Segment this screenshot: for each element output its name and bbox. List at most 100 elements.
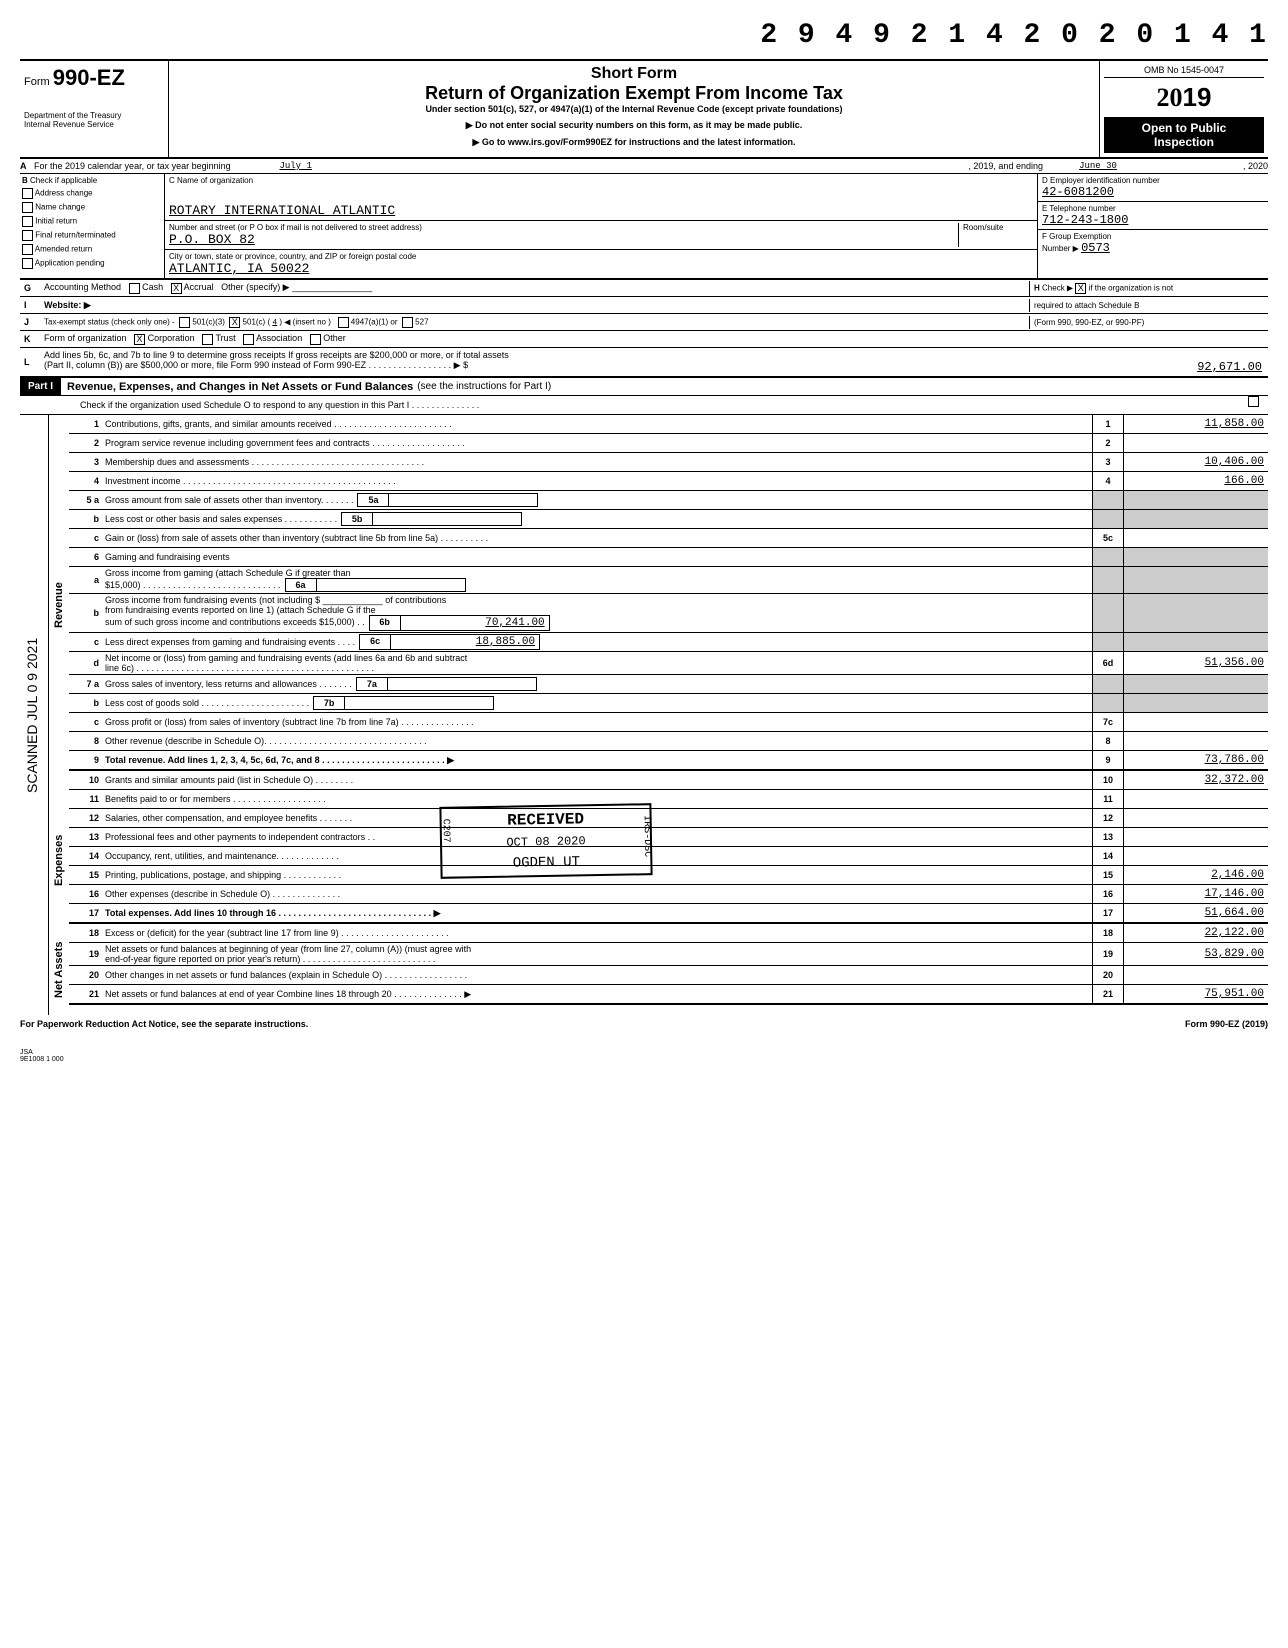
line-g-h: G Accounting Method Cash Accrual Other (… — [20, 280, 1268, 297]
line-21-val: 75,951.00 — [1123, 985, 1268, 1003]
checkbox-amended-return[interactable] — [22, 244, 33, 255]
line-6a-desc1: Gross income from gaming (attach Schedul… — [105, 568, 1092, 578]
street-address: P.O. BOX 82 — [169, 232, 958, 247]
label-f: F Group Exemption — [1042, 232, 1264, 241]
omb-number: OMB No 1545-0047 — [1104, 65, 1264, 78]
line-20-val — [1123, 966, 1268, 984]
line-j: J Tax-exempt status (check only one) - 5… — [20, 314, 1268, 331]
checkbox-501c3[interactable] — [179, 317, 190, 328]
city-label: City or town, state or province, country… — [169, 252, 1033, 261]
line-l-text2: (Part II, column (B)) are $500,000 or mo… — [44, 360, 468, 374]
check-label: Amended return — [35, 245, 92, 254]
line-18-val: 22,122.00 — [1123, 924, 1268, 942]
line-5a-val — [389, 494, 537, 506]
stamp-date: OCT 08 2020 — [446, 833, 646, 850]
line-6-desc: Gaming and fundraising events — [105, 548, 1092, 566]
opt-corp: Corporation — [148, 333, 195, 343]
line-g-text: Accounting Method — [44, 282, 121, 292]
part-1-title: Revenue, Expenses, and Changes in Net As… — [61, 381, 413, 393]
line-1-val: 11,858.00 — [1123, 415, 1268, 433]
part-1-check-text: Check if the organization used Schedule … — [80, 396, 1248, 414]
line-17-val: 51,664.00 — [1123, 904, 1268, 922]
room-suite-label: Room/suite — [958, 223, 1033, 247]
checkbox-association[interactable] — [243, 334, 254, 345]
open-public-1: Open to Public — [1108, 121, 1260, 135]
received-stamp: RECEIVED OCT 08 2020 OGDEN UT C207 IRS-D… — [439, 803, 652, 879]
section-net-assets: Net Assets — [48, 925, 69, 1015]
line-20-desc: Other changes in net assets or fund bala… — [105, 966, 1092, 984]
city-state-zip: ATLANTIC, IA 50022 — [169, 261, 1033, 276]
form-prefix: Form — [24, 76, 50, 88]
line-6b-desc3: from fundraising events reported on line… — [105, 605, 1092, 615]
checkbox-name-change[interactable] — [22, 202, 33, 213]
checkbox-527[interactable] — [402, 317, 413, 328]
line-7b-desc: Less cost of goods sold . . . . . . . . … — [105, 698, 309, 708]
line-5b-desc: Less cost or other basis and sales expen… — [105, 514, 337, 524]
line-14-val — [1123, 847, 1268, 865]
label-h: H — [1034, 283, 1040, 292]
line-2-desc: Program service revenue including govern… — [105, 434, 1092, 452]
row-a: A For the 2019 calendar year, or tax yea… — [20, 159, 1268, 174]
stamp-received: RECEIVED — [445, 809, 645, 830]
part-1-header: Part I Revenue, Expenses, and Changes in… — [20, 378, 1268, 396]
checkbox-corporation[interactable] — [134, 334, 145, 345]
line-7a-val — [388, 678, 536, 690]
col-c-org-info: C Name of organization ROTARY INTERNATIO… — [165, 174, 1037, 278]
line-19-desc1: Net assets or fund balances at beginning… — [105, 944, 1092, 954]
row-a-mid: , 2019, and ending — [356, 161, 1043, 171]
line-12-val — [1123, 809, 1268, 827]
label-l: L — [20, 357, 44, 367]
line-1-desc: Contributions, gifts, grants, and simila… — [105, 415, 1092, 433]
checkbox-initial-return[interactable] — [22, 216, 33, 227]
line-l: L Add lines 5b, 6c, and 7b to line 9 to … — [20, 348, 1268, 378]
footer: For Paperwork Reduction Act Notice, see … — [20, 1019, 1268, 1029]
line-5c-val — [1123, 529, 1268, 547]
section-revenue: Revenue — [48, 415, 69, 795]
line-7a-desc: Gross sales of inventory, less returns a… — [105, 679, 352, 689]
check-label: Application pending — [35, 259, 105, 268]
line-5a-desc: Gross amount from sale of assets other t… — [105, 495, 353, 505]
col-b-heading: Check if applicable — [30, 176, 97, 185]
part-1-subtitle: (see the instructions for Part I) — [413, 381, 551, 392]
opt-4947: 4947(a)(1) or — [351, 317, 398, 326]
opt-527: 527 — [415, 317, 428, 326]
part-1-label: Part I — [20, 378, 61, 395]
checkbox-501c[interactable] — [229, 317, 240, 328]
body-area: SCANNED JUL 0 9 2021 Revenue Expenses Ne… — [20, 415, 1268, 1015]
opt-501c: 501(c) ( — [243, 317, 271, 326]
line-18-desc: Excess or (deficit) for the year (subtra… — [105, 924, 1092, 942]
stamp-side-code: C207 — [440, 819, 451, 843]
line-8-val — [1123, 732, 1268, 750]
opt-trust: Trust — [215, 333, 235, 343]
line-3-desc: Membership dues and assessments . . . . … — [105, 453, 1092, 471]
check-label: Name change — [35, 203, 85, 212]
line-8-desc: Other revenue (describe in Schedule O). … — [105, 732, 1092, 750]
checkbox-address-change[interactable] — [22, 188, 33, 199]
opt-accrual: Accrual — [184, 282, 214, 292]
checkbox-schedule-b[interactable] — [1075, 283, 1086, 294]
checkbox-other-form[interactable] — [310, 334, 321, 345]
line-6b-desc1: Gross income from fundraising events (no… — [105, 595, 320, 605]
line-h-text2: if the organization is not — [1089, 283, 1174, 292]
jsa-1: JSA — [20, 1049, 1268, 1056]
line-6b-desc4: sum of such gross income and contributio… — [105, 617, 365, 627]
checkbox-application-pending[interactable] — [22, 258, 33, 269]
form-code: 990-EZ — [53, 65, 125, 90]
line-2-val — [1123, 434, 1268, 452]
line-10-desc: Grants and similar amounts paid (list in… — [105, 771, 1092, 789]
checkbox-cash[interactable] — [129, 283, 140, 294]
label-f-sub: Number ▶ — [1042, 244, 1079, 253]
checkbox-trust[interactable] — [202, 334, 213, 345]
line-4-desc: Investment income . . . . . . . . . . . … — [105, 472, 1092, 490]
form-id-box: Form 990-EZ Department of the Treasury I… — [20, 61, 169, 157]
checkbox-final-return[interactable] — [22, 230, 33, 241]
line-19-desc2: end-of-year figure reported on prior yea… — [105, 954, 1092, 964]
line-7c-desc: Gross profit or (loss) from sales of inv… — [105, 713, 1092, 731]
checkbox-4947[interactable] — [338, 317, 349, 328]
label-g: G — [20, 283, 44, 293]
opt-cash: Cash — [142, 282, 163, 292]
checkbox-schedule-o[interactable] — [1248, 396, 1259, 407]
checkbox-accrual[interactable] — [171, 283, 182, 294]
year-prefix: 20 — [1157, 83, 1183, 112]
line-6c-desc: Less direct expenses from gaming and fun… — [105, 637, 355, 647]
